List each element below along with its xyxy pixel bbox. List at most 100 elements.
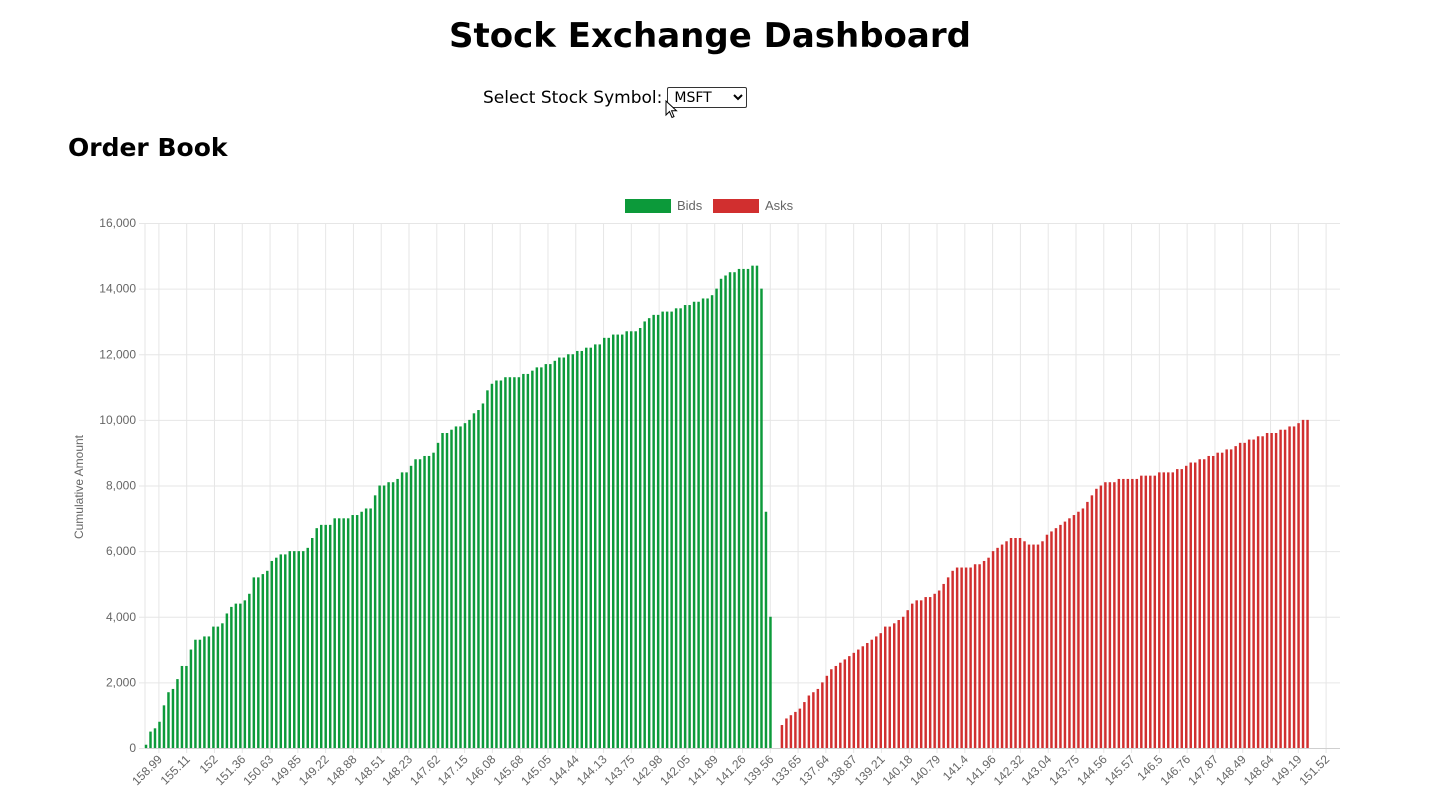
bid-bar [356,515,358,748]
bid-bar [531,371,533,748]
x-tick-label: 142.98 [629,752,665,788]
x-tick-label: 150.63 [240,752,276,788]
x-tick-label: 138.87 [824,752,860,788]
bid-bar [500,381,502,749]
bid-bar [522,374,524,748]
ask-bar [929,597,931,748]
bid-bar [733,272,735,748]
bid-bar [360,512,362,748]
legend-label-asks[interactable]: Asks [765,198,794,213]
x-tick-label: 147.87 [1185,752,1221,788]
bid-bar [450,430,452,748]
bid-bar [154,728,156,748]
legend-swatch-asks[interactable] [713,199,759,213]
ask-bar [1118,479,1120,748]
bid-bar [199,640,201,748]
ask-bar [1234,446,1236,748]
bid-bar [585,348,587,748]
bid-bar [428,456,430,748]
bid-bar [572,354,574,748]
bid-bar [333,518,335,748]
bid-bar [419,459,421,748]
bid-bar [163,705,165,748]
ask-bar [911,604,913,748]
bid-bar [266,571,268,748]
ask-bar [974,564,976,748]
ask-bar [987,558,989,748]
legend-swatch-bids[interactable] [625,199,671,213]
ask-bar [983,561,985,748]
x-tick-label: 147.62 [407,752,443,788]
y-tick-label: 12,000 [99,347,136,361]
bid-bar [172,689,174,748]
ask-bar [1261,436,1263,748]
bid-bar [504,377,506,748]
x-tick-label: 141.96 [963,752,999,788]
bid-bar [302,551,304,748]
ask-bar [1284,430,1286,748]
bid-bar [280,554,282,748]
bid-bar [315,528,317,748]
bid-bar [554,361,556,748]
ask-bar [1172,472,1174,748]
bid-bar [599,344,601,748]
y-tick-label: 14,000 [99,282,136,296]
y-tick-label: 16,000 [99,216,136,230]
bid-bar [298,551,300,748]
bid-bar [536,367,538,748]
ask-bar [1225,449,1227,748]
bid-bar [693,302,695,748]
bid-bar [293,551,295,748]
bid-bar [545,364,547,748]
bid-bar [307,548,309,748]
chart-bars [145,266,1309,748]
x-tick-label: 148.23 [379,752,415,788]
bid-bar [253,577,255,748]
ask-bar [1230,449,1232,748]
bid-bar [518,377,520,748]
ask-bar [817,689,819,748]
ask-bar [902,617,904,748]
bid-bar [612,335,614,748]
ask-bar [1059,525,1061,748]
ask-bar [1167,472,1169,748]
ask-bar [1293,426,1295,748]
bid-bar [581,351,583,748]
ask-bar [1207,456,1209,748]
bid-bar [751,266,753,748]
bid-bar [262,574,264,748]
bid-bar [423,456,425,748]
ask-bar [1149,476,1151,748]
ask-bar [1082,508,1084,748]
ask-bar [853,653,855,748]
bid-bar [176,679,178,748]
x-tick-label: 146.76 [1157,752,1193,788]
x-tick-label: 143.75 [602,752,638,788]
ask-bar [812,692,814,748]
bid-bar [473,413,475,748]
y-tick-label: 0 [129,741,136,755]
ask-bar [951,571,953,748]
ask-bar [1302,420,1304,748]
bid-bar [149,732,151,748]
ask-bar [1037,545,1039,748]
bid-bar [702,298,704,748]
ask-bar [781,725,783,748]
ask-bar [938,591,940,749]
bid-bar [226,613,228,748]
bid-bar [338,518,340,748]
bid-bar [760,289,762,748]
ask-bar [1275,433,1277,748]
ask-bar [1181,469,1183,748]
x-tick-label: 149.85 [268,752,304,788]
bid-bar [720,279,722,748]
ask-bar [1279,430,1281,748]
ask-bar [1068,518,1070,748]
bid-bar [648,318,650,748]
ask-bar [1158,472,1160,748]
x-tick-label: 143.75 [1046,752,1082,788]
bid-bar [212,627,214,748]
legend-label-bids[interactable]: Bids [677,198,703,213]
bid-bar [396,479,398,748]
bid-bar [729,272,731,748]
